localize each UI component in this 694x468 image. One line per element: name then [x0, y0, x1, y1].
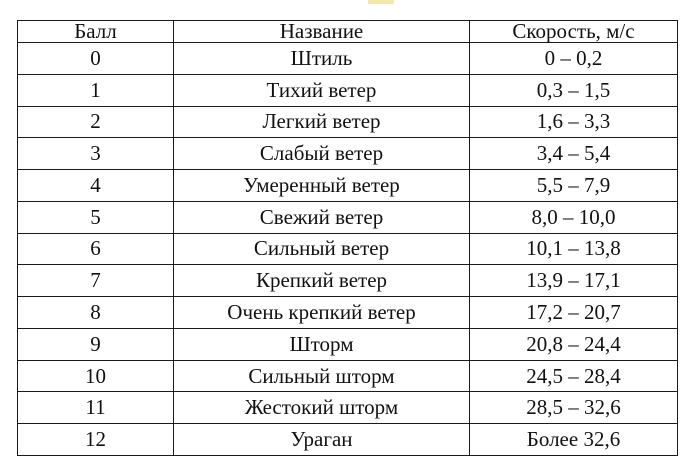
table-row: 11 Жестокий шторм 28,5 – 32,6 [17, 391, 678, 425]
cell-name: Жестокий шторм [173, 391, 470, 425]
cell-ball: 10 [17, 359, 174, 393]
top-decoration [368, 0, 394, 4]
cell-ball: 4 [17, 169, 174, 202]
table-row: 10 Сильный шторм 24,5 – 28,4 [17, 359, 678, 393]
cell-speed: 0,3 – 1,5 [469, 73, 678, 107]
cell-speed: 3,4 – 5,4 [469, 137, 678, 171]
table-row: 5 Свежий ветер 8,0 – 10,0 [17, 200, 678, 234]
table-body: 0 Штиль 0 – 0,2 1 Тихий ветер 0,3 – 1,5 2 Легки… [17, 42, 678, 456]
table-row: 3 Слабый ветер 3,4 – 5,4 [17, 137, 678, 171]
table-row: 6 Сильный ветер 10,1 – 13,8 [17, 232, 678, 266]
cell-ball: 12 [17, 423, 174, 456]
cell-name: Крепкий ветер [173, 264, 470, 298]
cell-name: Умеренный ветер [173, 169, 470, 202]
cell-name: Свежий ветер [173, 200, 470, 234]
cell-speed: 0 – 0,2 [469, 42, 678, 75]
cell-ball: 1 [17, 73, 174, 107]
cell-ball: 11 [17, 391, 174, 425]
cell-speed: 20,8 – 24,4 [469, 327, 678, 361]
wind-scale-table: Балл Название Скорость, м/с 0 Штиль 0 – 0,… [17, 20, 678, 456]
cell-name: Сильный ветер [173, 232, 470, 266]
table-row: 9 Шторм 20,8 – 24,4 [17, 327, 678, 361]
table-row: 7 Крепкий ветер 13,9 – 17,1 [17, 264, 678, 298]
table-row: 4 Умеренный ветер 5,5 – 7,9 [17, 169, 678, 202]
cell-speed: 5,5 – 7,9 [469, 169, 678, 202]
cell-name: Легкий ветер [173, 105, 470, 139]
header-name: Название [173, 20, 470, 43]
header-speed: Скорость, м/с [469, 20, 678, 43]
cell-speed: 13,9 – 17,1 [469, 264, 678, 298]
cell-speed: 8,0 – 10,0 [469, 200, 678, 234]
cell-name: Очень крепкий ветер [173, 296, 470, 329]
table-row: 8 Очень крепкий ветер 17,2 – 20,7 [17, 296, 678, 329]
table-row: 1 Тихий ветер 0,3 – 1,5 [17, 73, 678, 107]
table-row: 2 Легкий ветер 1,6 – 3,3 [17, 105, 678, 139]
table-row: 0 Штиль 0 – 0,2 [17, 42, 678, 75]
cell-ball: 8 [17, 296, 174, 329]
cell-speed: 24,5 – 28,4 [469, 359, 678, 393]
cell-ball: 3 [17, 137, 174, 171]
cell-ball: 6 [17, 232, 174, 266]
cell-ball: 7 [17, 264, 174, 298]
cell-ball: 5 [17, 200, 174, 234]
cell-name: Тихий ветер [173, 73, 470, 107]
cell-speed: 17,2 – 20,7 [469, 296, 678, 329]
cell-name: Штиль [173, 42, 470, 75]
cell-name: Слабый ветер [173, 137, 470, 171]
cell-speed: Более 32,6 [469, 423, 678, 456]
cell-ball: 9 [17, 327, 174, 361]
table-row: 12 Ураган Более 32,6 [17, 423, 678, 456]
cell-speed: 1,6 – 3,3 [469, 105, 678, 139]
cell-speed: 28,5 – 32,6 [469, 391, 678, 425]
cell-speed: 10,1 – 13,8 [469, 232, 678, 266]
cell-name: Сильный шторм [173, 359, 470, 393]
table-header-row: Балл Название Скорость, м/с [17, 20, 678, 43]
header-ball: Балл [17, 20, 174, 43]
cell-ball: 0 [17, 42, 174, 75]
cell-ball: 2 [17, 105, 174, 139]
cell-name: Ураган [173, 423, 470, 456]
cell-name: Шторм [173, 327, 470, 361]
